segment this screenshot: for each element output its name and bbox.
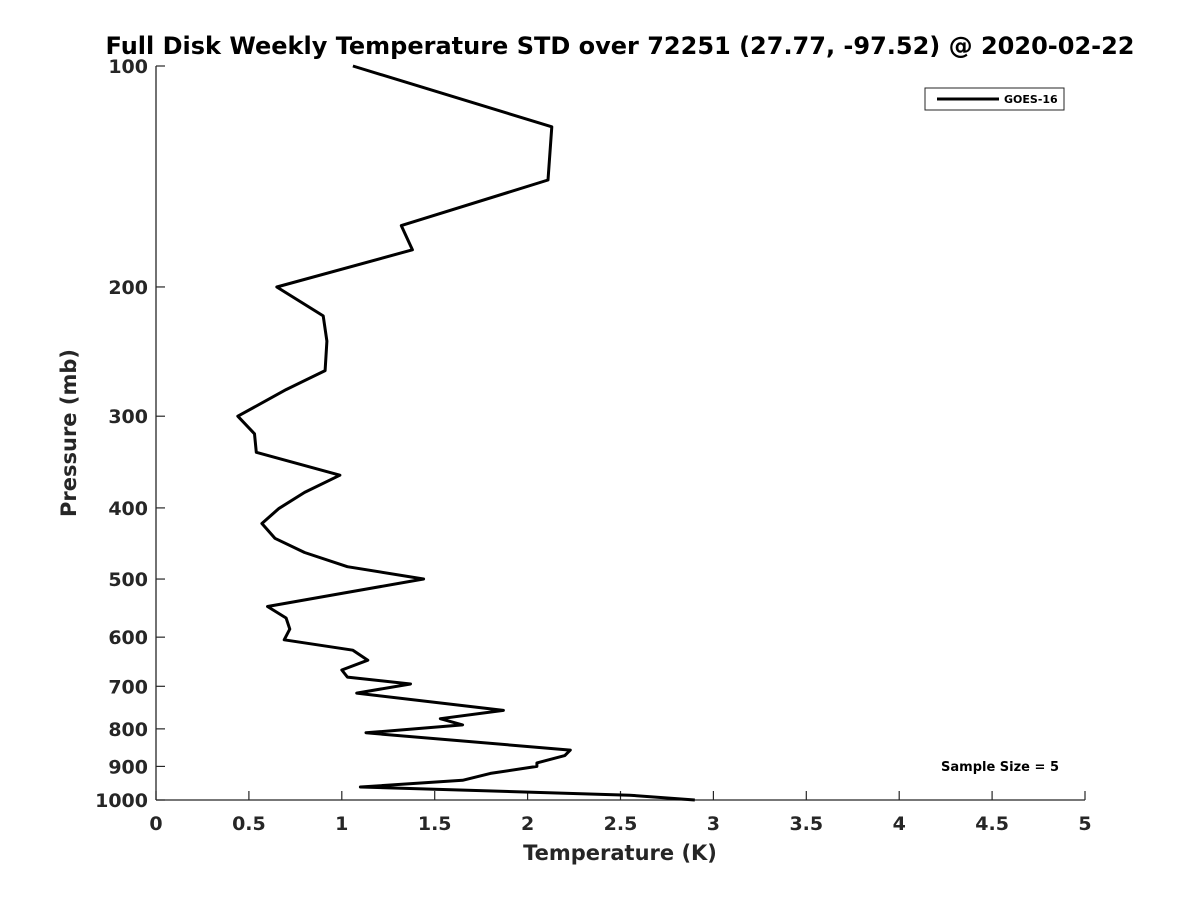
series-layer <box>236 64 695 802</box>
legend-label: GOES-16 <box>1004 93 1058 106</box>
x-tick-label: 0 <box>149 813 162 835</box>
y-tick-label: 600 <box>108 627 148 649</box>
x-tick-label: 4 <box>893 813 906 835</box>
x-tick-label: 4.5 <box>975 813 1009 835</box>
y-tick-label: 1000 <box>95 790 148 812</box>
x-axis-label: Temperature (K) <box>523 841 717 865</box>
x-tick-label: 3.5 <box>789 813 823 835</box>
y-tick-label: 700 <box>108 676 148 698</box>
x-tick-label: 0.5 <box>232 813 266 835</box>
series-line-goes-16 <box>236 64 695 802</box>
y-tick-label: 300 <box>108 406 148 428</box>
x-tick-label: 3 <box>707 813 720 835</box>
x-tick-label: 5 <box>1078 813 1091 835</box>
chart-title: Full Disk Weekly Temperature STD over 72… <box>106 32 1135 60</box>
y-axis-ticks: 100 200 300 400 500 600 700 800 900 1000 <box>95 56 165 812</box>
y-axis-label: Pressure (mb) <box>57 349 81 517</box>
sample-size-annotation: Sample Size = 5 <box>941 760 1059 775</box>
x-tick-label: 2 <box>521 813 534 835</box>
legend: GOES-16 <box>924 87 1065 111</box>
x-axis-ticks: 0 0.5 1 1.5 2 2.5 3 3.5 4 4.5 5 <box>149 791 1092 835</box>
y-tick-label: 200 <box>108 277 148 299</box>
y-tick-label: 900 <box>108 756 148 778</box>
x-tick-label: 1.5 <box>418 813 452 835</box>
y-tick-label: 500 <box>108 569 148 591</box>
x-tick-label: 1 <box>335 813 348 835</box>
x-tick-label: 2.5 <box>604 813 638 835</box>
y-tick-label: 100 <box>108 56 148 78</box>
y-tick-label: 400 <box>108 498 148 520</box>
y-tick-label: 800 <box>108 719 148 741</box>
